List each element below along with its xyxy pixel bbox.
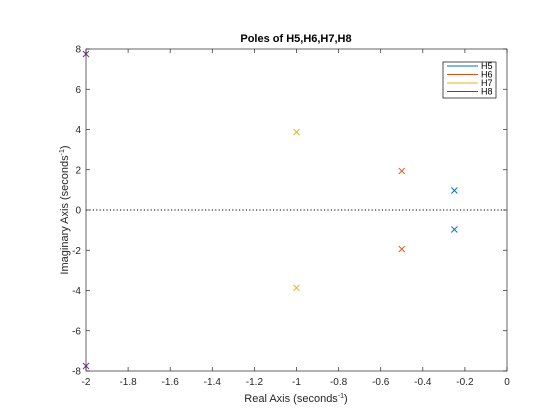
x-axis-title-end: )	[344, 393, 348, 405]
x-tick-label: 0	[504, 377, 510, 388]
x-tick-label: -1.8	[119, 377, 137, 388]
y-tick-label: 0	[75, 206, 81, 217]
y-tick-label: -4	[72, 286, 81, 297]
x-tick-label: -1.6	[162, 377, 180, 388]
x-tick-label: -0.6	[372, 377, 390, 388]
x-axis-title: Real Axis (seconds-1)	[244, 393, 347, 405]
legend-label-h8: H8	[481, 87, 493, 97]
x-tick-label: -1.4	[204, 377, 222, 388]
x-tick-label: -1.2	[246, 377, 264, 388]
y-tick-label: -6	[72, 326, 81, 337]
x-tick-label: -2	[82, 377, 91, 388]
x-tick-label: -1	[292, 377, 301, 388]
y-axis-title: Imaginary Axis (seconds-1)	[59, 145, 71, 274]
y-tick-label: -8	[72, 367, 81, 378]
x-tick-label: -0.8	[330, 377, 348, 388]
y-tick-label: -2	[72, 246, 81, 257]
x-tick-label: -0.2	[456, 377, 474, 388]
y-tick-label: 4	[75, 125, 81, 136]
y-axis-title-main: Imaginary Axis (seconds	[59, 155, 71, 275]
x-axis-title-main: Real Axis (seconds	[244, 393, 338, 405]
y-tick-label: 8	[75, 45, 81, 56]
y-axis-title-end: )	[59, 145, 71, 149]
y-tick-label: 2	[75, 165, 81, 176]
y-tick-label: 6	[75, 85, 81, 96]
x-tick-label: -0.4	[414, 377, 432, 388]
chart-title: Poles of H5,H6,H7,H8	[240, 33, 351, 45]
